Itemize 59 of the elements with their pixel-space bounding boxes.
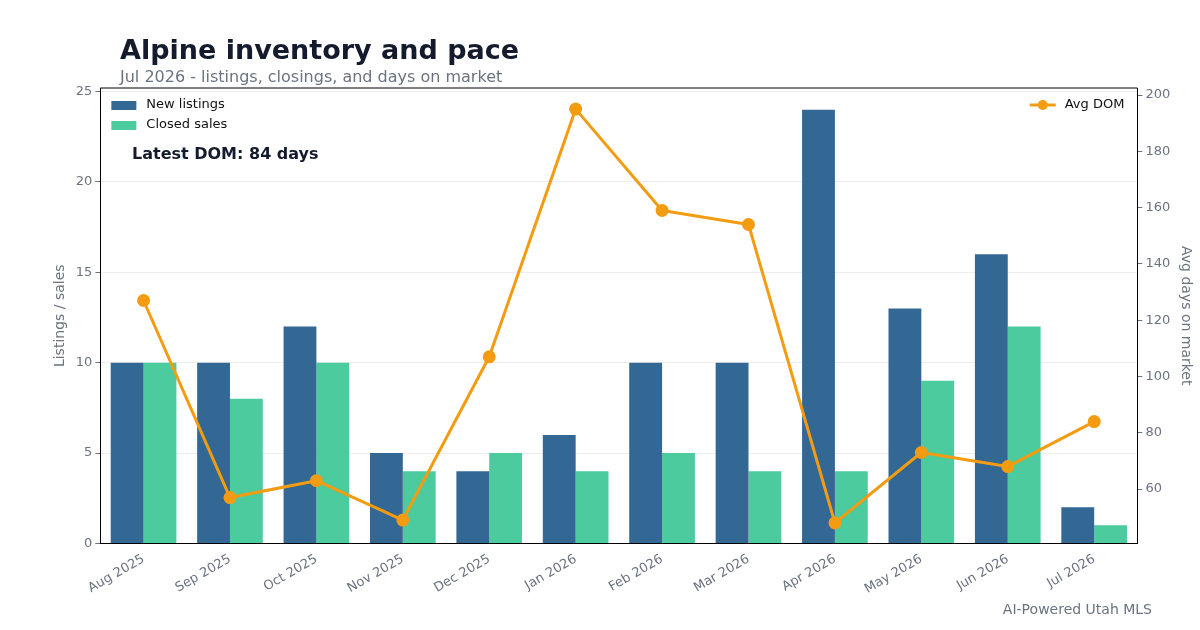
bar [888,308,922,543]
legend-label: New listings [146,96,226,112]
y-tick-label: 15 [75,263,93,279]
bar [748,471,782,543]
bar [802,109,835,543]
point [137,294,151,308]
chart-title: Alpine inventory and pace [120,34,520,65]
bar [1007,326,1041,543]
legend-label: Avg DOM [1064,96,1125,112]
y2-tick-label: 100 [1145,367,1171,383]
bar [456,471,490,543]
bar [629,362,663,543]
bar [1061,507,1095,543]
chart-subtitle: Jul 2026 - listings, closings, and days on market [120,67,503,86]
point [396,513,410,527]
y2-tick-label: 200 [1145,86,1171,102]
bar [974,254,1008,543]
point [655,203,669,217]
point [569,102,583,116]
y-tick-label: 10 [75,354,93,370]
point [309,474,323,488]
point [1087,415,1101,429]
point [742,218,755,232]
bar [197,362,230,543]
y2-tick-label: 80 [1145,424,1162,440]
bar [575,471,609,543]
y2-tick-label: 180 [1145,142,1171,158]
bar [834,471,868,543]
y-axis-title: Listings / sales [51,264,68,368]
y2-tick-label: 120 [1145,311,1171,327]
bar [143,362,177,543]
point [482,350,496,364]
bar [489,453,523,543]
point [914,446,928,460]
bar [110,362,144,543]
y-tick-label: 25 [75,82,93,98]
bar [402,471,436,543]
bar [662,453,695,543]
legend-label: Closed sales [146,116,228,132]
y2-tick-label: 140 [1145,255,1171,271]
bar [542,435,576,543]
point [223,491,237,505]
point [1001,460,1015,474]
y2-tick-label: 60 [1145,480,1162,496]
y2-tick-label: 160 [1145,199,1171,215]
bar [715,362,749,543]
y-tick-label: 0 [84,534,93,550]
bar [229,398,263,543]
bar [283,326,317,543]
y-tick-label: 5 [84,444,93,460]
bar [369,453,403,543]
bar [1094,525,1128,543]
point [828,516,842,530]
annotation: Latest DOM: 84 days [132,144,319,163]
text: AI-Powered Utah MLS [1002,601,1152,617]
bar [921,380,955,543]
y-tick-label: 20 [75,173,93,189]
y2-axis-title: Avg days on market [1178,246,1195,386]
bar [316,362,350,543]
